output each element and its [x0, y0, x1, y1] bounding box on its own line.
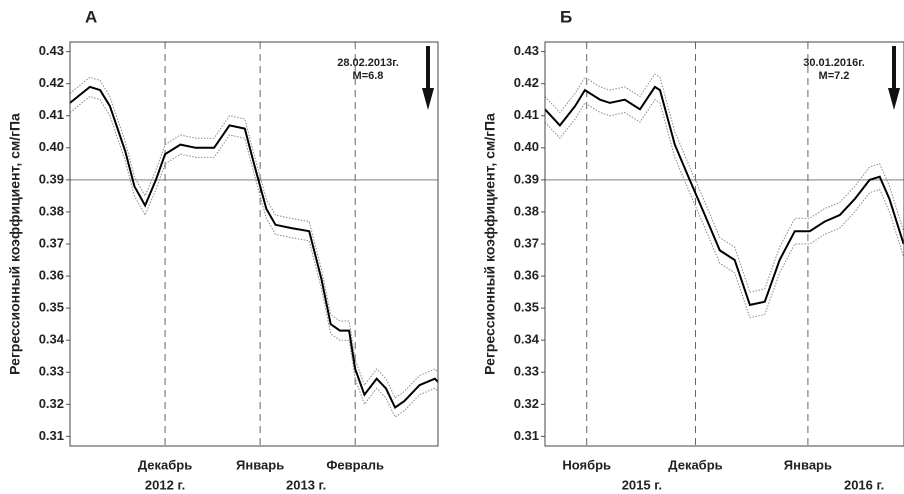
y-tick-label: 0.39 [39, 171, 64, 186]
year-label: 2012 г. [145, 477, 185, 492]
y-tick-label: 0.35 [39, 300, 64, 315]
arrow-head [888, 88, 900, 110]
y-tick-label: 0.36 [514, 268, 539, 283]
plot-frame [69, 41, 439, 447]
confidence-band [544, 99, 904, 319]
x-tick-label: Февраль [326, 457, 384, 472]
annotation: M=6.8 [353, 70, 384, 82]
y-tick-label: 0.43 [39, 43, 64, 58]
confidence-band [69, 95, 439, 418]
y-tick-label: 0.43 [514, 43, 539, 58]
confidence-band [69, 76, 439, 399]
x-tick-label: Январь [784, 457, 832, 472]
panel-title: Б [560, 7, 572, 26]
annotation: 28.02.2013г. [337, 57, 399, 69]
y-tick-label: 0.42 [39, 75, 64, 90]
y-tick-label: 0.38 [39, 203, 64, 218]
y-axis-label: Регрессионный коэффициент, см/гПа [7, 113, 23, 375]
y-tick-label: 0.42 [514, 75, 539, 90]
y-tick-label: 0.39 [514, 171, 539, 186]
y-tick-label: 0.33 [39, 364, 64, 379]
year-label: 2013 г. [286, 477, 326, 492]
y-tick-label: 0.34 [514, 332, 540, 347]
x-tick-label: Ноябрь [562, 457, 611, 472]
y-tick-label: 0.35 [514, 300, 539, 315]
y-tick-label: 0.37 [514, 235, 539, 250]
y-tick-label: 0.38 [514, 203, 539, 218]
y-tick-label: 0.31 [39, 428, 64, 443]
annotation: M=7.2 [819, 70, 850, 82]
y-tick-label: 0.41 [39, 107, 64, 122]
y-tick-label: 0.34 [39, 332, 65, 347]
regression-line [69, 85, 439, 409]
regression-line [544, 85, 904, 307]
y-axis-label: Регрессионный коэффициент, см/гПа [482, 113, 498, 375]
plot-frame [544, 41, 904, 447]
x-tick-label: Январь [236, 457, 284, 472]
y-tick-label: 0.36 [39, 268, 64, 283]
y-tick-label: 0.41 [514, 107, 539, 122]
y-tick-label: 0.31 [514, 428, 539, 443]
panel-title: А [85, 7, 97, 26]
y-tick-label: 0.32 [514, 396, 539, 411]
annotation: 30.01.2016г. [803, 57, 865, 69]
y-tick-label: 0.37 [39, 235, 64, 250]
year-label: 2015 г. [622, 477, 662, 492]
confidence-band [544, 73, 904, 293]
y-tick-label: 0.40 [514, 139, 539, 154]
y-tick-label: 0.33 [514, 364, 539, 379]
arrow-head [422, 88, 434, 110]
x-tick-label: Декабрь [668, 457, 722, 472]
y-tick-label: 0.40 [39, 139, 64, 154]
year-label: 2016 г. [844, 477, 884, 492]
y-tick-label: 0.32 [39, 396, 64, 411]
x-tick-label: Декабрь [138, 457, 192, 472]
